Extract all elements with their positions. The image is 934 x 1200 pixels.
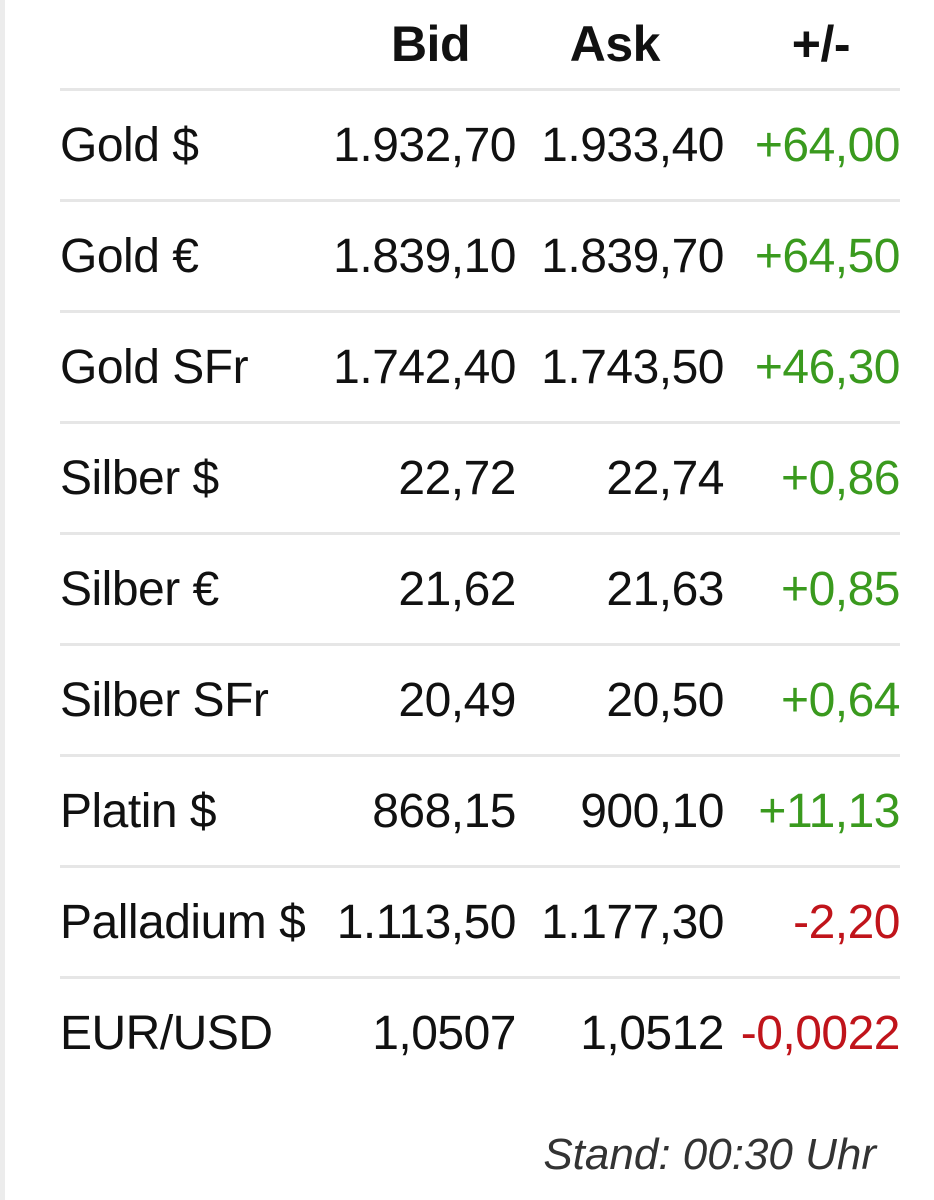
table-row[interactable]: EUR/USD 1,0507 1,0512 -0,0022 [60,979,901,1087]
left-edge-divider [0,0,5,1200]
row-change: +64,00 [754,118,901,172]
row-name: Silber $ [60,451,219,505]
timestamp-label: Stand: 00:30 Uhr [543,1130,876,1179]
header-change: +/- [791,16,851,72]
table-row[interactable]: Platin $ 868,15 900,10 +11,13 [60,757,901,868]
row-change: +0,85 [781,562,900,616]
row-name: Palladium $ [60,895,306,949]
row-name: Platin $ [60,784,217,838]
row-ask: 22,74 [606,451,724,505]
row-ask: 20,50 [606,673,724,727]
table-row[interactable]: Silber € 21,62 21,63 +0,85 [60,535,901,646]
row-ask: 1.933,40 [541,118,724,172]
row-change: +64,50 [754,229,901,283]
row-bid: 20,49 [398,673,516,727]
header-bid: Bid [390,16,471,72]
table-row[interactable]: Gold $ 1.932,70 1.933,40 +64,00 [60,91,901,202]
table-row[interactable]: Silber SFr 20,49 20,50 +0,64 [60,646,901,757]
row-bid: 1.839,10 [333,229,516,283]
row-change: +0,86 [781,451,900,505]
header-ask: Ask [569,16,661,72]
table-row[interactable]: Silber $ 22,72 22,74 +0,86 [60,424,901,535]
header-name-column [60,0,340,88]
row-change: -0,0022 [740,1006,901,1060]
row-bid: 1,0507 [372,1006,516,1060]
row-name: Gold $ [60,118,199,172]
row-name: EUR/USD [60,1006,273,1060]
row-change: -2,20 [793,895,900,949]
table-body: Gold $ 1.932,70 1.933,40 +64,00 Gold € 1.839,… [60,91,901,1087]
table-row[interactable]: Palladium $ 1.113,50 1.177,30 -2,20 [60,868,901,979]
row-name: Silber SFr [60,673,269,727]
row-name: Gold € [60,229,199,283]
row-ask: 1.839,70 [541,229,724,283]
row-bid: 1.113,50 [336,895,517,949]
row-bid: 868,15 [372,784,516,838]
row-ask: 1.743,50 [541,340,724,394]
row-ask: 1.177,30 [541,895,724,949]
table-row[interactable]: Gold SFr 1.742,40 1.743,50 +46,30 [60,313,901,424]
row-change: +46,30 [754,340,901,394]
row-ask: 21,63 [606,562,724,616]
row-bid: 1.932,70 [333,118,516,172]
row-bid: 1.742,40 [333,340,516,394]
row-change: +11,13 [758,784,900,838]
row-change: +0,64 [781,673,900,727]
row-name: Silber € [60,562,219,616]
table-header-row: Bid Ask +/- [60,0,900,91]
row-bid: 21,62 [398,562,516,616]
row-ask: 900,10 [580,784,724,838]
row-bid: 22,72 [398,451,516,505]
table-row[interactable]: Gold € 1.839,10 1.839,70 +64,50 [60,202,901,313]
row-ask: 1,0512 [580,1006,724,1060]
precious-metals-quote-table: Bid Ask +/- Gold $ 1.932,70 1.933,40 +64,00… [60,0,901,1087]
row-name: Gold SFr [60,340,249,394]
